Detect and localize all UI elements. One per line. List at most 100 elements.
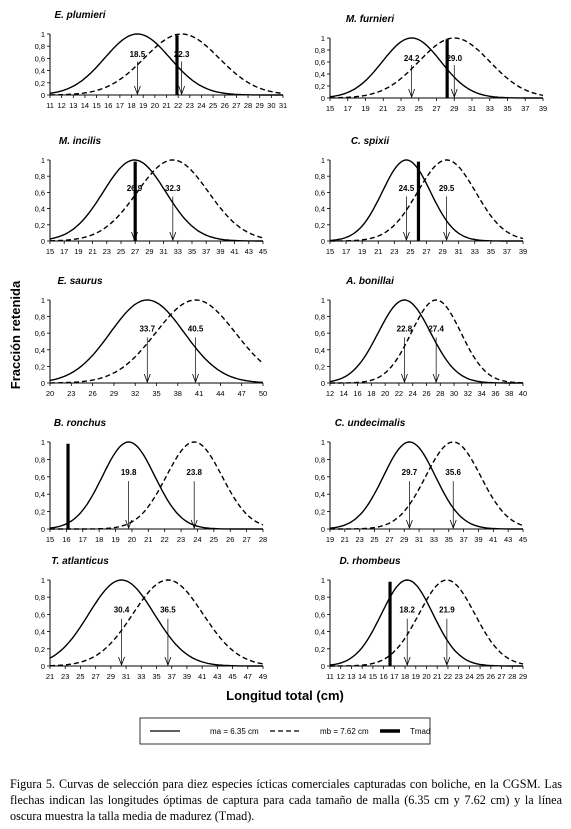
optimum-label: 23.8 [186,468,202,477]
panel-2: 0 0,2 0,4 0,6 0,8 1 15 17 19 21 23 25 27 29 31 33 35 37 39… [315,14,548,113]
x-tick-label: 18 [401,672,409,681]
x-tick-label: 39 [519,247,527,256]
x-tick-label: 27 [131,247,139,256]
figure-caption: Figura 5. Curvas de selección para diez … [10,777,562,823]
x-tick-label: 24 [197,101,205,110]
x-tick-label: 23 [177,535,185,544]
x-tick-label: 21 [433,672,441,681]
x-tick-label: 15 [92,101,100,110]
x-tick-label: 31 [122,672,130,681]
x-tick-label: 47 [244,672,252,681]
x-tick-label: 32 [464,389,472,398]
x-tick-label: 12 [326,389,334,398]
panel-title: C. spixii [351,136,390,147]
arrow-head [164,656,172,667]
x-tick-label: 30 [267,101,275,110]
x-tick-label: 43 [245,247,253,256]
x-tick-label: 37 [202,247,210,256]
curve-ma [49,159,263,242]
x-tick-label: 28 [259,535,267,544]
y-tick-label: 0,6 [315,188,325,197]
optimum-label: 29.0 [446,54,462,63]
x-tick-label: 19 [74,247,82,256]
optimum-label: 18.2 [399,606,415,615]
curve-ma [329,441,523,530]
curve-ma [329,299,523,384]
x-tick-label: 15 [326,104,334,113]
panel-title: M. incilis [59,136,102,147]
optimum-label: 33.7 [139,325,155,334]
arrow-head [190,519,198,530]
x-tick-label: 25 [415,104,423,113]
x-tick-label: 37 [521,104,529,113]
x-tick-label: 23 [356,535,364,544]
x-tick-label: 29 [256,101,264,110]
panel-7: 0 0,2 0,4 0,6 0,8 1 15 16 17 18 19 20 21 22 23 24 25 26 27… [35,418,268,544]
y-tick-label: 0,2 [315,645,325,654]
x-tick-label: 45 [228,672,236,681]
x-tick-label: 22 [395,389,403,398]
x-tick-label: 15 [369,672,377,681]
panel-8: 0 0,2 0,4 0,6 0,8 1 19 21 23 25 27 29 31 33 35 37 39 41 43… [315,418,528,544]
panel-title: E. saurus [57,276,102,287]
optimum-label: 29.7 [402,468,418,477]
y-tick-label: 0,2 [315,362,325,371]
optimum-label: 24.5 [399,184,415,193]
y-tick-label: 0,6 [35,610,45,619]
y-tick-label: 0,2 [315,508,325,517]
y-tick-label: 0,8 [315,172,325,181]
x-tick-label: 23 [454,672,462,681]
y-tick-label: 1 [41,576,45,585]
arrow-head [143,373,151,384]
arrow-head [450,88,458,99]
x-tick-label: 24 [465,672,473,681]
x-tick-label: 17 [342,247,350,256]
x-tick-label: 20 [151,101,159,110]
x-tick-label: 17 [116,101,124,110]
x-tick-label: 24 [409,389,417,398]
arrow-head [401,373,408,384]
y-tick-label: 0 [321,94,325,103]
arrow-head [134,85,141,96]
x-tick-label: 12 [337,672,345,681]
x-tick-label: 47 [238,389,246,398]
optimum-label: 32.3 [165,184,181,193]
x-tick-label: 19 [139,101,147,110]
y-tick-label: 0,2 [315,221,325,230]
y-tick-label: 0 [321,662,325,671]
panel-3: 0 0,2 0,4 0,6 0,8 1 15 17 19 21 23 25 27 29 31 33 35 37 39… [35,136,268,256]
x-tick-label: 11 [46,101,54,110]
arrow-head [403,231,410,242]
x-tick-label: 25 [76,672,84,681]
arrow-head [403,656,411,667]
x-tick-label: 37 [168,672,176,681]
x-tick-label: 28 [244,101,252,110]
x-tick-label: 33 [471,247,479,256]
x-tick-label: 17 [390,672,398,681]
x-tick-label: 25 [117,247,125,256]
curve-mb [50,441,264,530]
x-tick-label: 40 [519,389,527,398]
arrow-head [178,85,186,96]
x-tick-label: 11 [326,672,334,681]
x-tick-label: 20 [46,389,54,398]
x-tick-label: 27 [232,101,240,110]
x-tick-label: 45 [519,535,527,544]
y-tick-label: 0,8 [315,46,325,55]
y-tick-label: 0 [321,237,325,246]
arrow-head [443,656,451,667]
x-tick-label: 20 [128,535,136,544]
x-tick-label: 21 [162,101,170,110]
x-tick-label: 23 [390,247,398,256]
arrow-head [125,519,133,530]
y-tick-label: 0 [321,525,325,534]
x-tick-label: 22 [174,101,182,110]
arrow-head [449,519,457,530]
x-tick-label: 18 [95,535,103,544]
curve-ma [49,299,264,384]
y-tick-label: 0,8 [35,593,45,602]
optimum-label: 40.5 [188,325,204,334]
x-tick-label: 19 [358,247,366,256]
x-tick-label: 33 [430,535,438,544]
